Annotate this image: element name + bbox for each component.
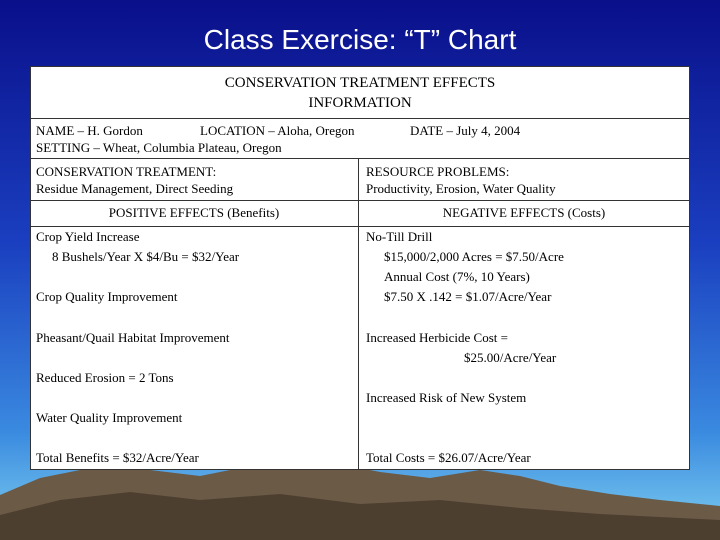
negative-total: Total Costs = $26.07/Acre/Year — [366, 450, 531, 465]
positive-total: Total Benefits = $32/Acre/Year — [36, 450, 199, 465]
slide-title: Class Exercise: “T” Chart — [203, 24, 517, 55]
treatment-label: CONSERVATION TREATMENT: — [36, 164, 217, 179]
row-line — [30, 200, 690, 201]
negative-item: Annual Cost (7%, 10 Years) — [384, 269, 530, 284]
column-line — [358, 158, 359, 470]
negative-item: $15,000/2,000 Acres = $7.50/Acre — [384, 249, 564, 264]
info-setting: SETTING – Wheat, Columbia Plateau, Orego… — [36, 140, 282, 155]
positive-item: 8 Bushels/Year X $4/Bu = $32/Year — [52, 249, 240, 264]
negative-item: $7.50 X .142 = $1.07/Acre/Year — [384, 289, 552, 304]
row-line — [30, 226, 690, 227]
table-box — [30, 66, 690, 470]
info-location: LOCATION – Aloha, Oregon — [200, 123, 355, 138]
negative-item: Increased Herbicide Cost = — [366, 330, 508, 345]
positive-heading: POSITIVE EFFECTS (Benefits) — [108, 205, 280, 220]
negative-item: No-Till Drill — [366, 229, 433, 244]
negative-heading: NEGATIVE EFFECTS (Costs) — [442, 205, 606, 220]
problems-text: Productivity, Erosion, Water Quality — [366, 181, 556, 196]
negative-item: $25.00/Acre/Year — [464, 350, 557, 365]
info-name: NAME – H. Gordon — [36, 123, 143, 138]
positive-item: Water Quality Improvement — [36, 410, 183, 425]
treatment-text: Residue Management, Direct Seeding — [36, 181, 234, 196]
negative-item: Increased Risk of New System — [366, 390, 527, 405]
header-line: INFORMATION — [308, 95, 412, 111]
header-line: CONSERVATION TREATMENT EFFECTS — [224, 75, 496, 91]
positive-item: Pheasant/Quail Habitat Improvement — [36, 330, 230, 345]
positive-item: Crop Quality Improvement — [36, 289, 178, 304]
row-line — [30, 118, 690, 119]
row-line — [30, 158, 690, 159]
positive-item: Reduced Erosion = 2 Tons — [36, 370, 174, 385]
positive-item: Crop Yield Increase — [36, 229, 140, 244]
info-date: DATE – July 4, 2004 — [410, 123, 521, 138]
problems-label: RESOURCE PROBLEMS: — [366, 164, 510, 179]
